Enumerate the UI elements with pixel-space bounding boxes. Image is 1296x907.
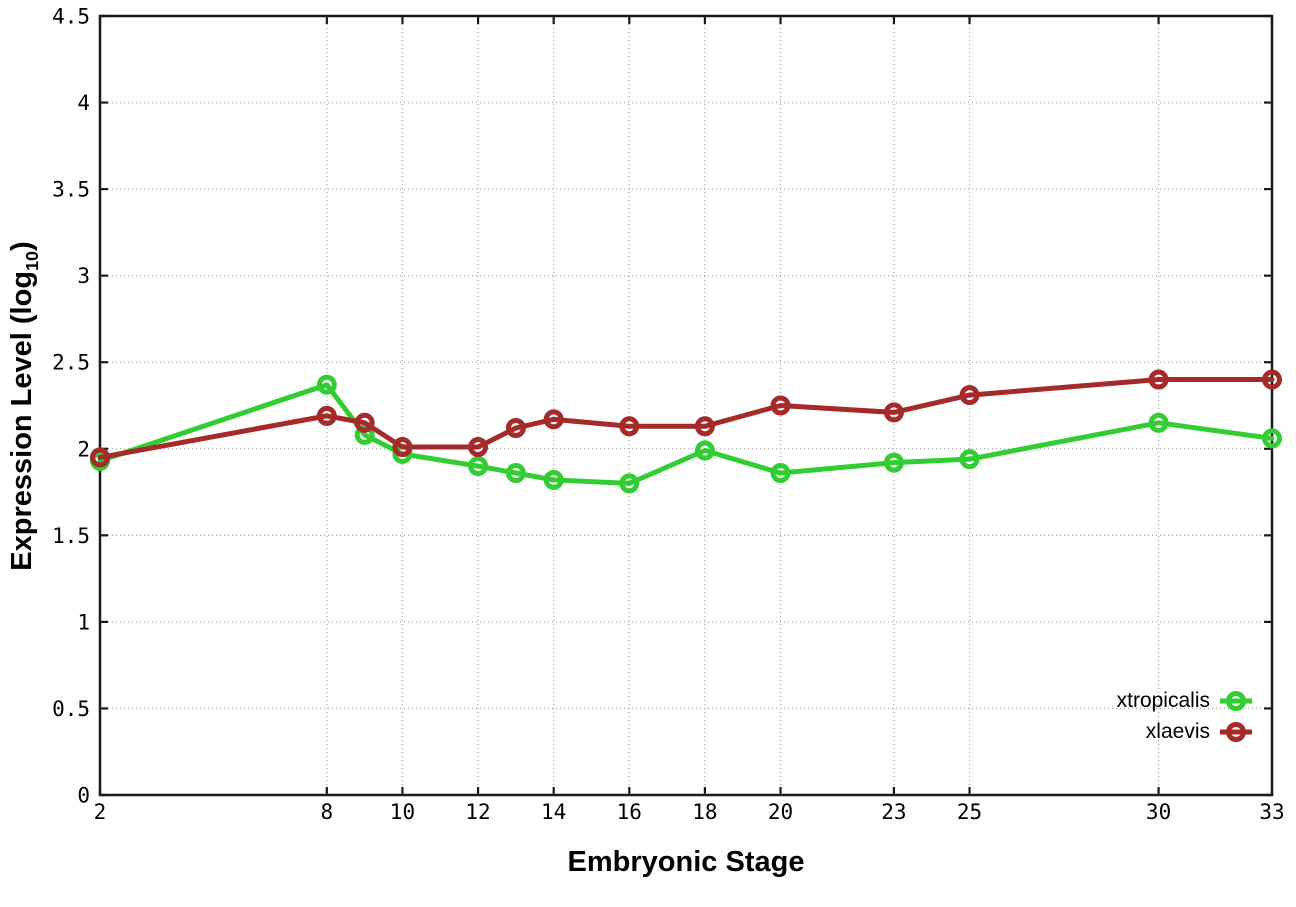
legend-label-xlaevis: xlaevis: [1145, 720, 1210, 743]
data-point-marker: [543, 469, 564, 490]
x-tick-label: 10: [390, 800, 415, 824]
y-tick-label: 4.5: [52, 5, 90, 29]
y-tick-label: 3.5: [52, 178, 90, 202]
y-axis-title-end: ): [6, 241, 38, 251]
data-point-marker: [316, 405, 337, 426]
data-point-marker: [883, 402, 904, 423]
x-tick-label: 33: [1259, 800, 1284, 824]
x-tick-label: 23: [881, 800, 906, 824]
axis-ticks: [98, 14, 1274, 797]
tick-labels: 2 8 10 12 14 16 18 20 23 25 30 33 0 0.5 1 1.5 2 2.5 3 3.5 4 4…: [52, 5, 1285, 825]
gridlines: [100, 16, 1272, 795]
data-point-marker: [316, 374, 337, 395]
y-tick-label: 2.5: [52, 351, 90, 375]
data-point-marker: [694, 440, 715, 461]
data-point-marker: [90, 447, 110, 468]
x-tick-label: 8: [321, 800, 334, 824]
data-point-marker: [959, 385, 980, 406]
y-tick-label: 0: [77, 784, 90, 808]
legend-label-xtropicalis: xtropicalis: [1116, 689, 1210, 712]
data-point-marker: [770, 463, 791, 484]
y-tick-label: 2: [77, 437, 90, 461]
data-point-marker: [770, 395, 791, 416]
legend: xtropicalis xlaevis: [1117, 685, 1253, 747]
data-point-marker: [354, 424, 375, 445]
x-tick-label: 12: [465, 800, 490, 824]
y-tick-label: 1: [77, 610, 90, 634]
data-point-marker: [1262, 428, 1282, 449]
data-point-marker: [1148, 412, 1169, 433]
data-point-marker: [883, 452, 904, 473]
x-tick-label: 14: [541, 800, 566, 824]
data-point-marker: [505, 418, 526, 439]
data-point-marker: [694, 416, 715, 437]
series-line-xlaevis: [97, 377, 1275, 460]
series-line-xtropicalis: [97, 382, 1275, 486]
data-point-marker: [619, 416, 640, 437]
data-point-marker: [392, 437, 413, 458]
data-point-marker: [619, 473, 640, 494]
x-tick-label: 16: [617, 800, 642, 824]
y-axis-title-main: Expression Level (log: [6, 270, 38, 571]
plot-border: [98, 14, 1274, 797]
data-point-marker: [543, 409, 564, 430]
x-tick-label: 30: [1146, 800, 1171, 824]
y-axis-title: Expression Level (log10): [0, 156, 44, 656]
x-tick-label: 25: [957, 800, 982, 824]
y-tick-label: 0.5: [52, 697, 90, 721]
x-axis-title: Embryonic Stage: [567, 846, 805, 878]
data-point-marker: [468, 437, 489, 458]
legend-item-xtropicalis: xtropicalis: [1117, 685, 1253, 716]
y-tick-label: 3: [77, 264, 90, 288]
data-point-marker: [505, 463, 526, 484]
data-point-marker: [1262, 369, 1282, 390]
data-point-marker: [354, 412, 375, 433]
data-point-marker: [468, 456, 489, 477]
x-tick-label: 18: [692, 800, 717, 824]
line-circle-marker-icon: [1220, 721, 1252, 742]
legend-item-xlaevis: xlaevis: [1117, 716, 1253, 747]
line-circle-marker-icon: [1220, 690, 1252, 711]
y-tick-label: 1.5: [52, 524, 90, 548]
y-axis-title-subscript: 10: [21, 250, 42, 271]
data-point-marker: [959, 449, 980, 470]
series-markers-xlaevis: [90, 369, 1282, 468]
data-point-marker: [1148, 369, 1169, 390]
y-tick-label: 4: [77, 91, 90, 115]
x-tick-label: 20: [768, 800, 793, 824]
x-tick-label: 2: [94, 800, 107, 824]
